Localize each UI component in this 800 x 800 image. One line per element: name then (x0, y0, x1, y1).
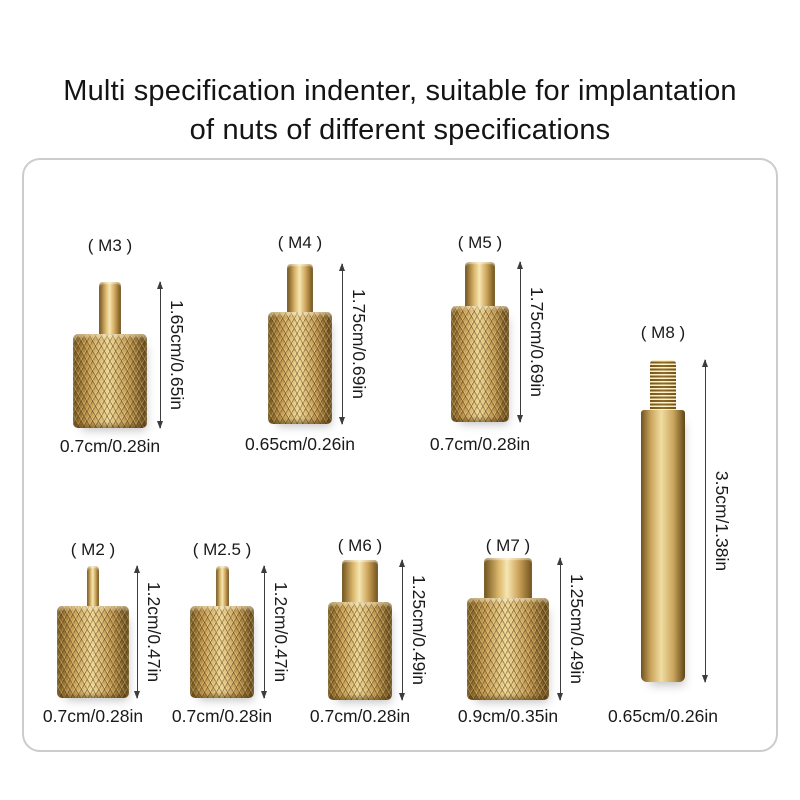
indenter-tip-illustration (215, 566, 229, 606)
width-dimension-label: 0.65cm/0.26in (608, 706, 718, 726)
indenter-body-illustration (73, 334, 147, 428)
indenter-body-illustration (268, 312, 332, 424)
part-group-m7: ( M7 ) 0.9cm/0.35in 1.25cm/0.49in (438, 536, 587, 726)
height-dimension-arrow: 1.75cm/0.69in (517, 261, 547, 423)
part-group-m2: ( M2 ) 0.7cm/0.28in 1.2cm/0.47in (23, 540, 164, 726)
indenter-body-illustration (467, 598, 549, 700)
height-dimension-arrow: 1.2cm/0.47in (134, 565, 164, 699)
part-group-m8: ( M8 ) 0.65cm/0.26in 3.5cm/1.38in (593, 323, 733, 726)
height-dimension-label: 3.5cm/1.38in (712, 470, 732, 572)
indenter-tip-illustration (287, 264, 313, 312)
height-dimension-arrow: 1.2cm/0.47in (261, 565, 291, 699)
part-label: ( M4 ) (277, 233, 323, 252)
width-dimension-label: 0.9cm/0.35in (457, 706, 559, 726)
part-label: ( M3 ) (87, 236, 133, 255)
height-dimension-label: 1.25cm/0.49in (409, 575, 429, 685)
part-label: ( M8 ) (640, 323, 686, 342)
height-dimension-arrow: 1.25cm/0.49in (399, 559, 429, 701)
part-group-m3: ( M3 ) 0.7cm/0.28in 1.65cm/0.65in (40, 236, 187, 456)
threaded-tip-illustration (650, 360, 676, 410)
part-group-m2-5: ( M2.5 ) 0.7cm/0.28in 1.2cm/0.47in (152, 540, 292, 726)
width-dimension-label: 0.7cm/0.28in (59, 436, 161, 456)
indenter-body-illustration (57, 606, 129, 698)
part-label: ( M5 ) (457, 233, 503, 252)
rod-body-illustration (641, 410, 685, 682)
part-group-m5: ( M5 ) 0.7cm/0.28in 1.75cm/0.69in (410, 233, 550, 454)
height-dimension-arrow: 1.75cm/0.69in (339, 263, 369, 425)
width-dimension-label: 0.7cm/0.28in (429, 434, 531, 454)
part-group-m4: ( M4 ) 0.65cm/0.26in 1.75cm/0.69in (230, 233, 370, 454)
width-dimension-label: 0.65cm/0.26in (245, 434, 355, 454)
part-group-m6: ( M6 ) 0.7cm/0.28in 1.25cm/0.49in (290, 536, 430, 726)
height-dimension-label: 1.25cm/0.49in (567, 574, 587, 684)
width-dimension-label: 0.7cm/0.28in (42, 706, 144, 726)
product-frame (22, 158, 778, 752)
part-label: ( M2.5 ) (192, 540, 252, 559)
part-label: ( M7 ) (485, 536, 531, 555)
height-dimension-arrow: 3.5cm/1.38in (702, 359, 732, 683)
height-dimension-arrow: 1.65cm/0.65in (157, 281, 187, 429)
indenter-tip-illustration (465, 262, 495, 306)
height-dimension-label: 1.2cm/0.47in (271, 581, 291, 683)
page-title-line1: Multi specification indenter, suitable f… (63, 75, 737, 107)
indenter-body-illustration (328, 602, 392, 700)
width-dimension-label: 0.7cm/0.28in (171, 706, 273, 726)
indenter-body-illustration (451, 306, 509, 422)
indenter-tip-illustration (484, 558, 532, 598)
part-label: ( M2 ) (70, 540, 116, 559)
height-dimension-label: 1.75cm/0.69in (349, 289, 369, 399)
height-dimension-label: 1.65cm/0.65in (167, 300, 187, 410)
part-label: ( M6 ) (337, 536, 383, 555)
height-dimension-label: 1.75cm/0.69in (527, 287, 547, 397)
width-dimension-label: 0.7cm/0.28in (309, 706, 411, 726)
height-dimension-arrow: 1.25cm/0.49in (557, 557, 587, 701)
page-title-line2: of nuts of different specifications (189, 114, 611, 146)
page-title: Multi specification indenter, suitable f… (0, 72, 800, 150)
indenter-body-illustration (190, 606, 254, 698)
height-dimension-label: 1.2cm/0.47in (144, 581, 164, 683)
indenter-tip-illustration (99, 282, 121, 334)
indenter-tip-illustration (342, 560, 378, 602)
indenter-tip-illustration (87, 566, 99, 606)
